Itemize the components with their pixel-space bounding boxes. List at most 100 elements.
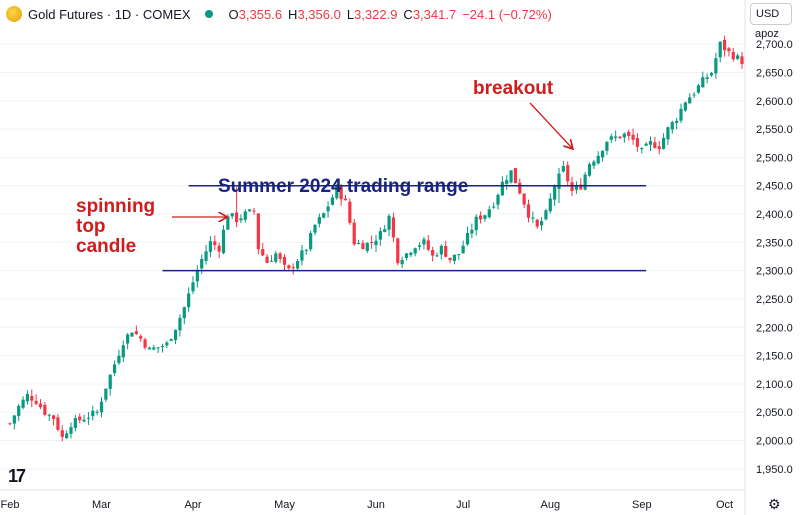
candle-body	[605, 141, 609, 151]
candle-body	[17, 405, 21, 416]
candle-body	[78, 416, 82, 421]
candle-body	[217, 245, 221, 252]
tradingview-logo: 17	[8, 466, 26, 486]
candle-body	[474, 216, 478, 231]
candle-body	[348, 201, 352, 223]
candle-body	[574, 185, 579, 190]
candle-body	[112, 364, 117, 374]
candle-body	[679, 108, 683, 121]
candle-body	[683, 102, 687, 111]
candle-body	[461, 245, 465, 254]
candle-body	[522, 193, 526, 205]
candle-body	[553, 186, 557, 200]
y-tick-label: 2,450.0	[756, 181, 793, 193]
candle-body	[204, 251, 208, 261]
candle-body	[230, 213, 234, 217]
candle-body	[592, 161, 596, 166]
candle-body	[579, 184, 583, 190]
x-tick-label: May	[274, 499, 295, 511]
candle-body	[391, 217, 396, 238]
candle-body	[191, 282, 195, 292]
candle-body	[688, 97, 692, 104]
x-tick-label: Sep	[632, 499, 652, 511]
candle-body	[535, 219, 539, 227]
x-tick-label: Oct	[716, 499, 733, 511]
candle-body	[256, 213, 260, 250]
candle-body	[34, 400, 38, 404]
candle-body	[356, 243, 361, 245]
candle-body	[226, 216, 230, 230]
candle-body	[705, 77, 709, 79]
candle-body	[278, 253, 282, 259]
candle-body	[47, 414, 51, 416]
x-tick-label: Feb	[1, 499, 20, 511]
candle-body	[91, 410, 95, 417]
candle-body	[274, 253, 278, 262]
candle-body	[483, 215, 487, 219]
y-tick-label: 2,250.0	[756, 294, 793, 306]
candle-body	[208, 241, 213, 252]
gear-icon[interactable]: ⚙	[768, 496, 781, 512]
candle-body	[444, 245, 448, 257]
candle-body	[335, 185, 339, 199]
candle-body	[640, 147, 644, 150]
candle-body	[38, 403, 43, 408]
candle-body	[701, 77, 705, 88]
chart-header: Gold Futures · 1D · COMEX O 3,355.6 H 3,…	[0, 0, 552, 28]
candle-body	[417, 245, 422, 247]
candle-body	[661, 137, 666, 149]
candle-body	[25, 393, 30, 402]
candle-body	[618, 136, 622, 139]
candle-body	[69, 427, 73, 434]
candle-body	[173, 329, 178, 341]
candle-body	[126, 334, 130, 344]
candle-body	[487, 209, 491, 218]
y-tick-label: 1,950.0	[756, 464, 793, 476]
candle-body	[740, 56, 744, 64]
candle-body	[309, 233, 313, 250]
y-tick-label: 2,000.0	[756, 436, 793, 448]
candle-body	[60, 430, 64, 437]
candle-body	[378, 231, 382, 240]
candle-body	[339, 186, 343, 200]
breakout-arrow	[529, 102, 572, 148]
candle-body	[457, 254, 461, 256]
candle-body	[648, 140, 653, 145]
x-tick-label: Apr	[184, 499, 201, 511]
candle-body	[282, 256, 287, 265]
candle-body	[718, 41, 722, 58]
y-tick-label: 2,350.0	[756, 237, 793, 249]
x-tick-label: Jul	[456, 499, 470, 511]
candle-body	[165, 342, 169, 346]
symbol-title[interactable]: Gold Futures · 1D · COMEX	[28, 6, 191, 22]
candle-body	[200, 258, 204, 269]
candle-body	[448, 257, 452, 261]
scale-mode-button[interactable]: apoz	[755, 28, 779, 40]
candle-body	[322, 213, 326, 218]
candle-body	[692, 94, 696, 96]
candle-body	[583, 174, 587, 190]
candle-body	[317, 217, 321, 224]
candle-body	[400, 260, 404, 265]
candle-body	[195, 270, 199, 282]
ohlc-close-label: C	[403, 6, 413, 22]
ohlc-open-value: 3,355.6	[238, 6, 283, 22]
candle-body	[383, 229, 387, 232]
candle-body	[104, 388, 108, 400]
candle-body	[295, 261, 300, 269]
candle-body	[95, 411, 99, 413]
candle-body	[426, 240, 430, 250]
candle-body	[99, 401, 104, 413]
currency-select[interactable]: USD	[750, 3, 792, 25]
ohlc-high-label: H	[288, 6, 298, 22]
candle-body	[422, 239, 426, 245]
candle-body	[709, 73, 714, 76]
candle-body	[86, 417, 91, 419]
y-tick-label: 2,200.0	[756, 322, 793, 334]
candle-body	[736, 55, 740, 59]
candle-body	[396, 238, 400, 264]
candle-body	[370, 242, 374, 244]
candle-body	[108, 374, 112, 389]
candle-body	[670, 122, 674, 130]
